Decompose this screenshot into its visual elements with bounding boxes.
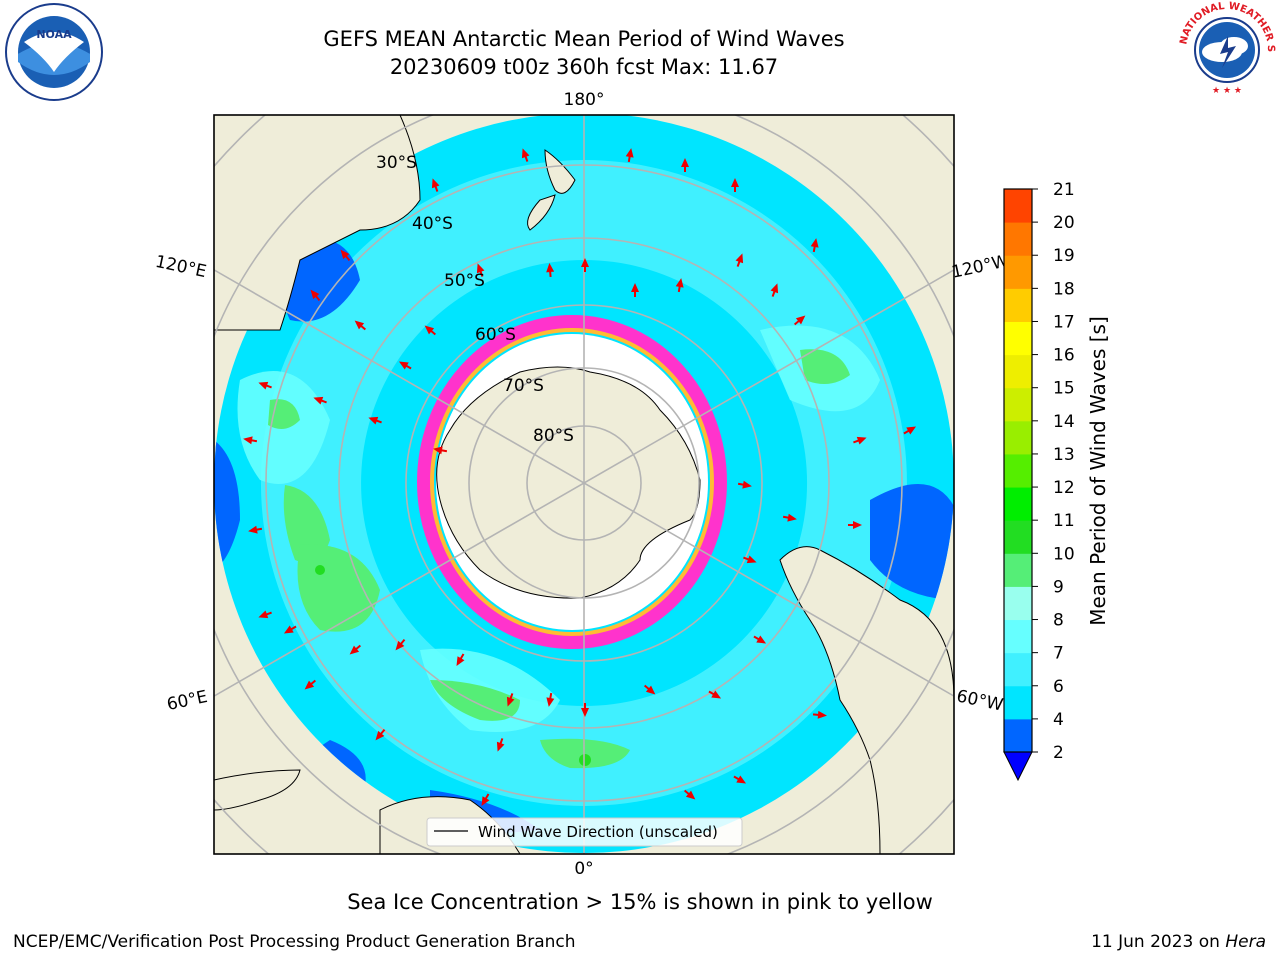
colorbar-tick-label: 4 [1053, 710, 1064, 730]
footer-host: Hera [1225, 932, 1266, 952]
chart-subtitle: 20230609 t00z 360h fcst Max: 11.67 [389, 55, 779, 79]
colorbar-segment [1004, 387, 1032, 422]
colorbar-segment [1004, 520, 1032, 554]
wind-wave-arrows [243, 148, 917, 807]
colorbar-label: Mean Period of Wind Waves [s] [1086, 316, 1110, 626]
footer-credit: NCEP/EMC/Verification Post Processing Pr… [13, 932, 576, 952]
colorbar-tick-label: 19 [1053, 246, 1075, 266]
colorbar-frame [1003, 188, 1033, 753]
sea-ice-note: Sea Ice Concentration > 15% is shown in … [347, 890, 933, 914]
lon-label-120e: 120°E [153, 252, 208, 282]
colorbar-tick-label: 12 [1053, 478, 1075, 498]
colorbar-under-extension [1003, 751, 1033, 782]
australia [214, 115, 421, 331]
colorbar-segment [1004, 453, 1032, 488]
colorbar-tick-label: 10 [1053, 544, 1075, 564]
colorbar-segment [1004, 487, 1032, 521]
colorbar-segment [1004, 685, 1032, 720]
colorbar-tick-label: 13 [1053, 445, 1075, 465]
lat-label-80s: 80°S [533, 426, 574, 446]
colorbar-tick-label: 8 [1053, 611, 1064, 631]
colorbar-segment [1004, 321, 1032, 356]
colorbar-segment [1004, 222, 1032, 256]
madagascar [214, 769, 301, 811]
chart-title: GEFS MEAN Antarctic Mean Period of Wind … [323, 27, 845, 51]
footer-date-text: 11 Jun 2023 on [1091, 932, 1226, 952]
colorbar-tick-label: 2 [1053, 743, 1064, 763]
colorbar-segment [1004, 288, 1032, 322]
map-frame [213, 114, 955, 855]
lat-label-40s: 40°S [412, 214, 453, 234]
colorbar-tick-label: 14 [1053, 412, 1075, 432]
graticule [214, 115, 954, 854]
lat-label-30s: 30°S [376, 153, 417, 173]
colorbar-tick-label: 17 [1053, 312, 1075, 332]
new-zealand [527, 149, 576, 231]
colorbar-tick-label: 7 [1053, 644, 1064, 664]
south-america [779, 546, 954, 854]
colorbar-segment [1004, 255, 1032, 289]
legend-label: Wind Wave Direction (unscaled) [478, 823, 718, 841]
footer-date: 11 Jun 2023 on Hera [1091, 932, 1266, 952]
noaa-logo: NOAA [5, 3, 103, 101]
colorbar-tick-label: 20 [1053, 213, 1075, 233]
colorbar-segment [1004, 354, 1032, 389]
colorbar: 2 4 6 7 8 9 10 11 12 13 14 15 16 17 18 19 20 21 [1003, 180, 1075, 782]
lon-label-0: 0° [574, 859, 593, 879]
colorbar-tick-label: 18 [1053, 279, 1075, 299]
colorbar-tick-label: 16 [1053, 346, 1075, 366]
colorbar-tick-label: 9 [1053, 577, 1064, 597]
colorbar-tick-label: 15 [1053, 379, 1075, 399]
lon-label-120w: 120°W [950, 251, 1011, 283]
colorbar-tick-label: 6 [1053, 677, 1064, 697]
lat-label-60s: 60°S [475, 325, 516, 345]
lon-label-60w: 60°W [955, 686, 1005, 715]
map-legend: Wind Wave Direction (unscaled) [426, 817, 743, 847]
nws-logo: NATIONAL WEATHER SERVICE ★ ★ ★ [1176, 0, 1276, 97]
lat-label-70s: 70°S [503, 376, 544, 396]
colorbar-tick-label: 11 [1053, 511, 1075, 531]
colorbar-segment [1004, 619, 1032, 654]
lon-label-180: 180° [564, 90, 605, 110]
colorbar-segment [1004, 420, 1032, 455]
colorbar-tick-label: 21 [1053, 180, 1075, 200]
colorbar-segment [1004, 718, 1032, 753]
colorbar-segment [1004, 553, 1032, 587]
lat-label-50s: 50°S [444, 271, 485, 291]
colorbar-segment [1004, 652, 1032, 687]
lon-label-60e: 60°E [165, 687, 209, 715]
svg-text:★ ★ ★: ★ ★ ★ [1212, 86, 1242, 96]
svg-text:NOAA: NOAA [36, 28, 72, 41]
antarctica [436, 366, 701, 599]
colorbar-segment [1004, 586, 1032, 621]
colorbar-segment [1004, 189, 1032, 223]
